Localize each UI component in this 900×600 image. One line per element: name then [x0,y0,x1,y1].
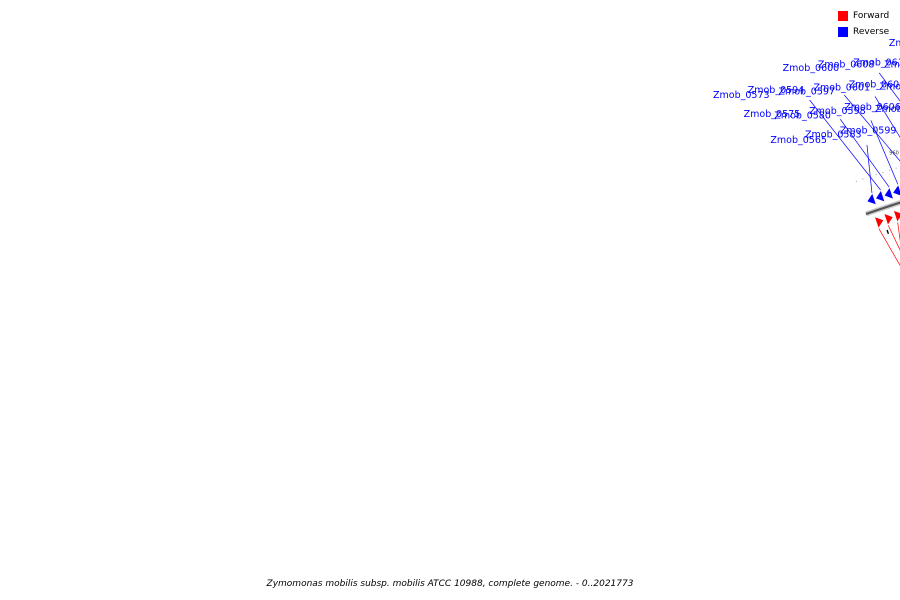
reverse-gene-label: Zmob_0600 [783,63,840,74]
reverse-gene-label: Zmob_0573 [713,90,770,101]
genome-backbone [854,166,900,217]
scale-ticks: 680 kbp700 kbp720 kbp740 kbp760 kbp780 k… [889,151,900,157]
reverse-gene-label: Zmob_0610 [880,81,900,92]
backbone-line [865,201,900,216]
legend-forward-label: Forward [853,11,890,21]
reverse-leader [809,99,881,191]
reverse-gene-label: Zmob_0606 [844,102,900,113]
label-leader-lines [809,72,900,266]
legend-forward: Forward [838,8,898,24]
legend-reverse: Reverse [838,24,898,40]
reverse-gene-label: Zmob_0599 [840,125,897,136]
gene-features [867,185,900,235]
reverse-gene-label: Zmob_0565 [770,135,827,146]
forward-swatch [838,11,848,21]
reverse-leader [839,118,890,188]
reverse-leader [844,94,900,162]
reverse-gene-arrow [893,185,900,196]
legend: Forward Reverse [838,8,898,40]
reverse-gene-label: Zmob_0598 [809,106,866,117]
reverse-gene-label: Zmob_0597 [778,86,835,97]
forward-gene-arrow [874,217,884,228]
forward-gene-arrow [893,210,900,222]
reverse-gene-label: Zmob_0613 [884,59,900,70]
reverse-leader [866,144,873,193]
reverse-gene-label: Zmob_0601 [813,82,870,93]
gene-labels: Zmob_0808Zmob_0804Zmob_0803Zmob_0796Zmob… [713,38,900,146]
reverse-gene-label: Zmob_0609 [849,79,900,90]
reverse-gene-arrow [875,190,885,202]
reverse-gene-label: Zmob_0607 [875,104,900,115]
reverse-leader [878,72,900,102]
reverse-leader [870,120,899,185]
genome-caption: Zymomonas mobilis subsp. mobilis ATCC 10… [266,579,634,589]
forward-leader [878,228,900,266]
reverse-gene-label: Zmob_0612 [853,57,900,68]
reverse-leader [874,96,900,138]
forward-leader [897,222,900,242]
reverse-gene-arrow [867,193,876,205]
reverse-gene-label: Zmob_0616 [889,38,900,49]
reverse-gene-label: Zmob_0608 [818,60,875,71]
reverse-gene-label: Zmob_0594 [748,85,805,96]
reverse-gene-label: Zmob_0575 [744,109,801,120]
forward-leader [887,225,900,251]
legend-reverse-label: Reverse [853,27,890,37]
reverse-gene-label: Zmob_0583 [805,130,862,141]
tick-label: 960 kbp [889,151,900,157]
reverse-gene-arrow [884,188,893,199]
reverse-swatch [838,27,848,37]
reverse-gene-label: Zmob_0580 [774,110,831,121]
feature-marker [886,229,890,235]
forward-gene-arrow [884,214,893,225]
